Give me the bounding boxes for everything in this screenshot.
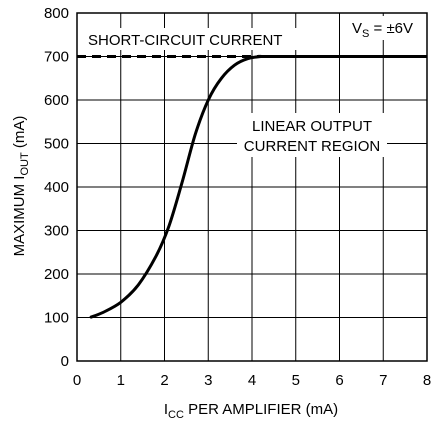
- y-tick-labels: 0 100 200 300 400 500 600 700 800: [44, 5, 69, 370]
- x-tick-label: 1: [117, 372, 125, 389]
- max-output-current-curve: [89, 54, 427, 319]
- y-tick-label: 600: [44, 92, 69, 109]
- grid: [77, 13, 427, 361]
- y-tick-label: 400: [44, 179, 69, 196]
- vs-label: VS = ±6V: [352, 20, 413, 40]
- y-tick-label: 0: [61, 353, 69, 370]
- y-tick-label: 300: [44, 223, 69, 240]
- x-tick-label: 7: [379, 372, 387, 389]
- x-tick-label: 2: [160, 372, 168, 389]
- y-tick-label: 500: [44, 136, 69, 153]
- x-tick-label: 8: [423, 372, 431, 389]
- x-axis-label-main: I: [164, 401, 168, 418]
- plot-area: [77, 54, 427, 319]
- plot-frame: [76, 12, 428, 362]
- x-axis-label: ICC PER AMPLIFIER (mA): [164, 401, 338, 421]
- y-tick-label: 200: [44, 266, 69, 283]
- short-circuit-label-bg: [79, 28, 297, 50]
- linear-label-line2: CURRENT REGION: [244, 138, 380, 155]
- y-axis-label-rest: (mA): [11, 116, 28, 153]
- x-axis-label-sub: CC: [168, 409, 184, 421]
- x-tick-labels: 0 1 2 3 4 5 6 7 8: [73, 372, 431, 389]
- y-axis-label-sub: OUT: [19, 152, 31, 176]
- vs-label-sub: S: [362, 28, 369, 40]
- vs-label-main: V: [352, 20, 362, 37]
- short-circuit-label: SHORT-CIRCUIT CURRENT: [88, 32, 282, 49]
- y-tick-label: 100: [44, 310, 69, 327]
- x-tick-label: 4: [248, 372, 256, 389]
- linear-label-bg: [237, 113, 387, 157]
- x-axis-label-rest: PER AMPLIFIER (mA): [184, 401, 338, 418]
- x-tick-label: 0: [73, 372, 81, 389]
- y-axis-label-main: MAXIMUM I: [11, 176, 28, 257]
- y-tick-label: 800: [44, 5, 69, 22]
- vs-label-rest: = ±6V: [369, 20, 413, 37]
- linear-label-line1: LINEAR OUTPUT: [252, 118, 372, 135]
- x-tick-label: 3: [204, 372, 212, 389]
- y-tick-label: 700: [44, 49, 69, 66]
- vs-label-bg: [343, 16, 425, 40]
- x-tick-label: 5: [292, 372, 300, 389]
- y-axis-label: MAXIMUM IOUT (mA): [11, 116, 31, 257]
- x-tick-label: 6: [335, 372, 343, 389]
